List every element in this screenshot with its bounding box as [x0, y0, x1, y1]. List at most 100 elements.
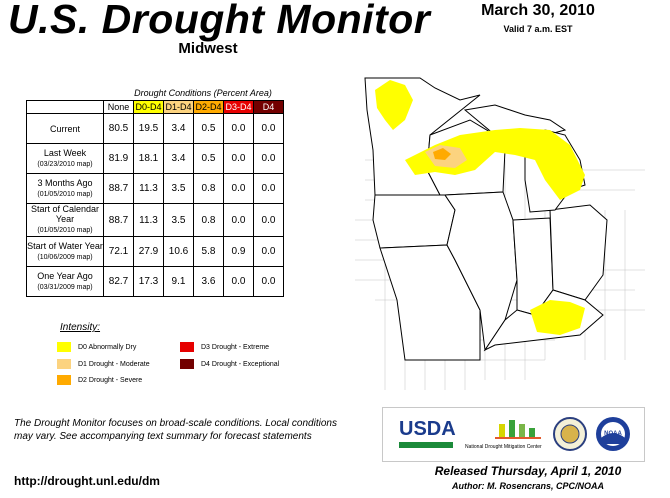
legend-swatch-d4	[180, 359, 194, 369]
release-date: Released Thursday, April 1, 2010	[434, 464, 622, 478]
cell-value: 0.0	[253, 173, 284, 204]
drought-conditions-table: None D0-D4 D1-D4 D2-D4 D3-D4 D4 Current …	[26, 100, 284, 297]
legend-swatch-d3	[180, 342, 194, 352]
table-caption: Drought Conditions (Percent Area)	[134, 88, 272, 98]
cell-value: 3.5	[163, 203, 194, 237]
drought-areas	[375, 80, 585, 335]
cell-value: 17.3	[133, 266, 164, 297]
row-label: Current	[26, 113, 104, 144]
state-iowa	[372, 194, 456, 249]
cell-value: 0.0	[253, 266, 284, 297]
legend-title: Intensity:	[60, 322, 101, 333]
cell-value: 0.0	[253, 143, 284, 174]
table-row-start-water-year: Start of Water Year (10/06/2009 map) 72.1…	[26, 236, 284, 267]
legend-swatch-d1	[57, 359, 71, 369]
cell-value: 3.4	[163, 143, 194, 174]
noaa-logo-text: NOAA	[604, 431, 622, 437]
cell-value: 72.1	[103, 236, 134, 267]
row-label-text: One Year Ago	[37, 270, 93, 281]
row-label-sub: (03/31/2009 map)	[37, 283, 93, 291]
row-label: Last Week (03/23/2010 map)	[26, 143, 104, 174]
cell-value: 18.1	[133, 143, 164, 174]
table-row-start-calendar-year: Start of Calendar Year (01/05/2010 map) 8…	[26, 203, 284, 237]
row-label: One Year Ago (03/31/2009 map)	[26, 266, 104, 297]
usda-logo: USDA	[399, 418, 456, 440]
cell-value: 0.0	[223, 143, 254, 174]
cell-value: 0.0	[253, 113, 284, 144]
cell-value: 0.8	[193, 173, 224, 204]
d0-area-upper-great-lakes	[405, 128, 585, 200]
cell-value: 9.1	[163, 266, 194, 297]
author-line: Author: M. Rosencrans, CPC/NOAA	[451, 481, 604, 491]
d0-area-northwest-mn	[375, 80, 413, 130]
row-label-sub: (03/23/2010 map)	[37, 160, 93, 168]
cell-value: 11.3	[133, 203, 164, 237]
col-header-d0-d4: D0-D4	[133, 100, 164, 114]
ndmc-logo: National Drought Mitigation Center	[465, 444, 542, 450]
cell-value: 0.0	[223, 266, 254, 297]
d2-area-wi	[433, 148, 451, 160]
col-header-d4: D4	[253, 100, 284, 114]
region-label: Midwest	[178, 40, 238, 57]
cell-value: 0.0	[223, 173, 254, 204]
cell-value: 11.3	[133, 173, 164, 204]
table-corner	[26, 100, 104, 114]
cell-value: 82.7	[103, 266, 134, 297]
col-header-d3-d4: D3-D4	[223, 100, 254, 114]
cell-value: 88.7	[103, 173, 134, 204]
row-label: Start of Water Year (10/06/2009 map)	[26, 236, 104, 267]
table-row-current: Current 80.5 19.5 3.4 0.5 0.0 0.0	[26, 113, 284, 144]
row-label: Start of Calendar Year (01/05/2010 map)	[26, 203, 104, 237]
cell-value: 0.0	[253, 236, 284, 267]
cell-value: 81.9	[103, 143, 134, 174]
cell-value: 0.9	[223, 236, 254, 267]
cell-value: 3.6	[193, 266, 224, 297]
legend-label-d3: D3 Drought - Extreme	[201, 344, 270, 351]
cell-value: 19.5	[133, 113, 164, 144]
table-row-one-year-ago: One Year Ago (03/31/2009 map) 82.7 17.3 9…	[26, 266, 284, 297]
row-label-sub: (01/05/2010 map)	[37, 227, 93, 234]
cell-value: 0.0	[223, 113, 254, 144]
noaa-logo-icon: NOAA	[596, 417, 630, 451]
drought-map	[355, 77, 645, 390]
row-label-sub: (10/06/2009 map)	[37, 253, 93, 261]
website-link[interactable]: http://drought.unl.edu/dm	[14, 474, 160, 488]
cell-value: 5.8	[193, 236, 224, 267]
legend-label-d4: D4 Drought - Exceptional	[201, 361, 280, 368]
cell-value: 0.0	[223, 203, 254, 237]
map-date: March 30, 2010	[481, 2, 595, 19]
row-label-text: Start of Calendar Year	[30, 204, 100, 224]
cell-value: 27.9	[133, 236, 164, 267]
col-header-d1-d4: D1-D4	[163, 100, 194, 114]
legend-label-d0: D0 Abnormally Dry	[78, 344, 137, 351]
legend-swatch-d2	[57, 375, 71, 385]
row-label: 3 Months Ago (01/05/2010 map)	[26, 173, 104, 204]
usda-logo-stripe	[399, 442, 453, 448]
cell-value: 3.5	[163, 173, 194, 204]
row-label-text: 3 Months Ago	[37, 177, 93, 188]
notes-text: The Drought Monitor focuses on broad-sca…	[14, 418, 337, 442]
d0-area-east-ky	[530, 300, 585, 335]
cell-value: 0.5	[193, 113, 224, 144]
cell-value: 10.6	[163, 236, 194, 267]
state-ohio	[549, 204, 608, 301]
cell-value: 0.5	[193, 143, 224, 174]
cell-value: 88.7	[103, 203, 134, 237]
cell-value: 0.0	[253, 203, 284, 237]
cell-value: 80.5	[103, 113, 134, 144]
legend-label-d2: D2 Drought - Severe	[78, 377, 143, 384]
table-header-row: None D0-D4 D1-D4 D2-D4 D3-D4 D4	[26, 100, 284, 114]
table-row-3-months-ago: 3 Months Ago (01/05/2010 map) 88.7 11.3 3…	[26, 173, 284, 204]
row-label-text: Start of Water Year	[27, 240, 103, 251]
row-label-text: Current	[49, 123, 80, 134]
valid-time: Valid 7 a.m. EST	[503, 24, 573, 34]
row-label-text: Last Week	[43, 147, 87, 158]
map-title: U.S. Drought Monitor	[8, 0, 431, 42]
doc-seal-icon	[553, 417, 587, 451]
legend-label-d1: D1 Drought - Moderate	[78, 361, 150, 368]
row-label-sub: (01/05/2010 map)	[37, 190, 93, 198]
partner-logos: USDA National Drought Mitigation Center …	[382, 407, 645, 462]
col-header-d2-d4: D2-D4	[193, 100, 224, 114]
table-row-last-week: Last Week (03/23/2010 map) 81.9 18.1 3.4 …	[26, 143, 284, 174]
cell-value: 3.4	[163, 113, 194, 144]
